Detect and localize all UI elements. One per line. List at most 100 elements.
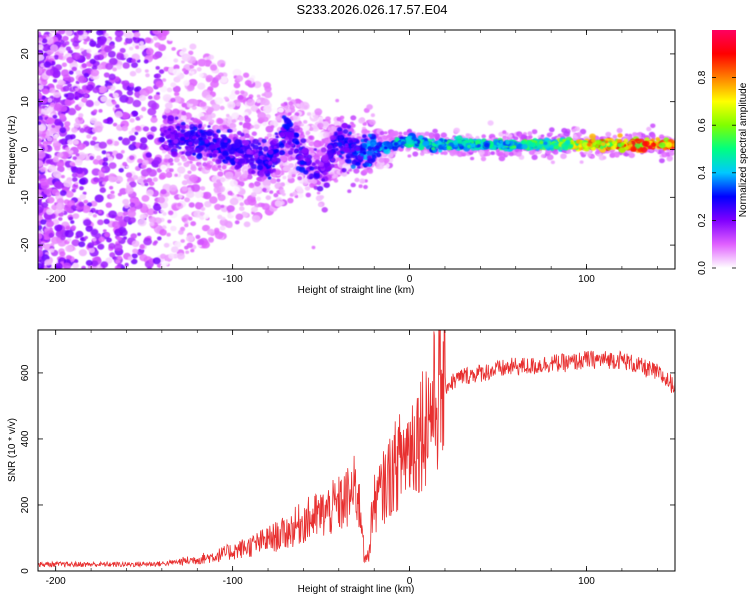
spectrogram-dot [276,178,281,183]
spectrogram-dot [303,120,308,124]
spectrogram-dot [226,113,230,118]
spectrogram-dot [239,206,245,212]
spectrogram-dot [145,48,154,56]
spectrogram-dot [112,92,120,99]
spectrogram-dot [199,73,204,78]
spectrogram-dot [167,157,174,163]
spectrogram-dot [131,253,138,259]
spectrogram-dot [249,162,254,166]
spectrogram-dot [38,249,44,257]
spectrogram-dot [163,66,169,72]
spectrogram-dot [80,47,85,52]
spectrogram-dot [105,62,114,70]
spectrogram-dot [38,92,43,99]
spectrogram-dot [180,155,186,160]
spectrogram-dot [327,127,332,131]
spectrogram-dot [202,124,207,128]
spectrogram-dot [229,122,237,129]
spectrogram-dot [89,155,95,161]
spectrogram-dot [311,112,316,116]
spectrogram-dot [118,136,123,141]
spectrogram-dot [378,157,385,163]
spectrogram-dot [235,152,241,157]
spectrogram-dot [262,99,270,106]
spectrogram-dot [89,140,96,146]
spectrogram-dot [133,87,139,92]
spectrogram-dot [282,167,288,172]
spectrogram-dot [250,192,257,198]
spectrogram-dot [122,80,130,87]
spectrogram-dot [42,88,49,95]
spectrogram-dot [272,154,277,158]
spectrogram-dot [125,186,134,195]
spectrogram-dot [128,135,136,142]
spectrogram-dot [294,112,300,117]
spectrogram-dot [334,131,339,136]
spectrogram-dot [102,178,108,183]
spectrogram-dot [195,234,201,240]
spectrogram-dot [166,34,175,42]
spectrogram-dot [118,168,124,173]
spectrogram-dot [79,88,86,95]
spectrogram-dot [263,179,271,187]
spectrogram-dot [162,212,167,216]
spectrogram-dot [155,80,164,88]
spectrogram-dot [71,162,76,167]
spectrogram-dot [560,153,567,160]
spectrogram-dot [148,95,153,100]
spectrogram-dot [103,119,108,124]
spectrogram-dot [142,126,150,132]
spectrogram-dot [86,134,92,139]
spectrogram-dot [388,132,396,138]
spectrogram-dot [150,126,157,132]
spectrogram-dot [162,150,166,154]
spectrogram-dot [174,91,180,97]
spectrogram-dot [148,216,157,224]
spectrogram-dot [44,259,52,266]
spectrogram-dot [424,131,430,137]
spectrogram-dot [252,185,262,194]
spectrogram-dot [655,137,660,142]
spectrogram-dot [200,116,205,121]
spectrogram-dot [177,162,182,166]
spectrogram-dot [71,188,77,193]
spectrogram-dot [209,196,218,204]
spectrogram-dot [58,55,64,60]
spectrogram-dot [252,215,261,223]
spectrogram-dot [160,253,167,259]
spectrogram-dot [38,70,41,75]
spectrogram-dot [323,182,330,188]
spectrogram-dot [305,130,311,135]
spectrogram-dot [99,85,108,93]
spectrogram-dot [540,134,545,138]
spectrogram-dot [220,63,225,68]
spectrogram-dot [287,150,294,155]
spectrogram-dot [490,151,495,156]
spectrogram-dot [407,154,412,158]
spectrogram-dot [77,30,84,36]
spectrogram-dot [152,257,161,265]
spectrogram-dot [58,30,66,35]
spectrogram-dot [250,125,255,129]
spectrogram-dot [251,131,257,136]
spectrogram-dot [46,49,53,56]
spectrogram-dot [190,71,195,75]
spectrogram-dot [84,93,89,98]
spectrogram-dot [261,203,270,211]
spectrogram-dot [139,213,147,220]
spectrogram-dot [650,133,656,139]
spectrogram-dot [412,151,419,157]
spectrogram-dot [430,152,434,156]
spectrogram-dot [42,244,47,248]
spectrogram-dot [65,245,74,253]
spectrogram-dot [271,107,279,114]
spectrogram-dot [82,191,87,195]
spectrogram-dot [495,148,500,153]
spectrogram-dot [465,133,470,137]
spectrogram-dot [403,131,408,136]
spectrogram-dot [124,262,129,267]
spectrogram-dot [321,207,328,213]
spectrogram-dot [305,192,311,198]
spectrogram-dot [55,230,64,238]
spectrogram-dot [383,157,390,163]
